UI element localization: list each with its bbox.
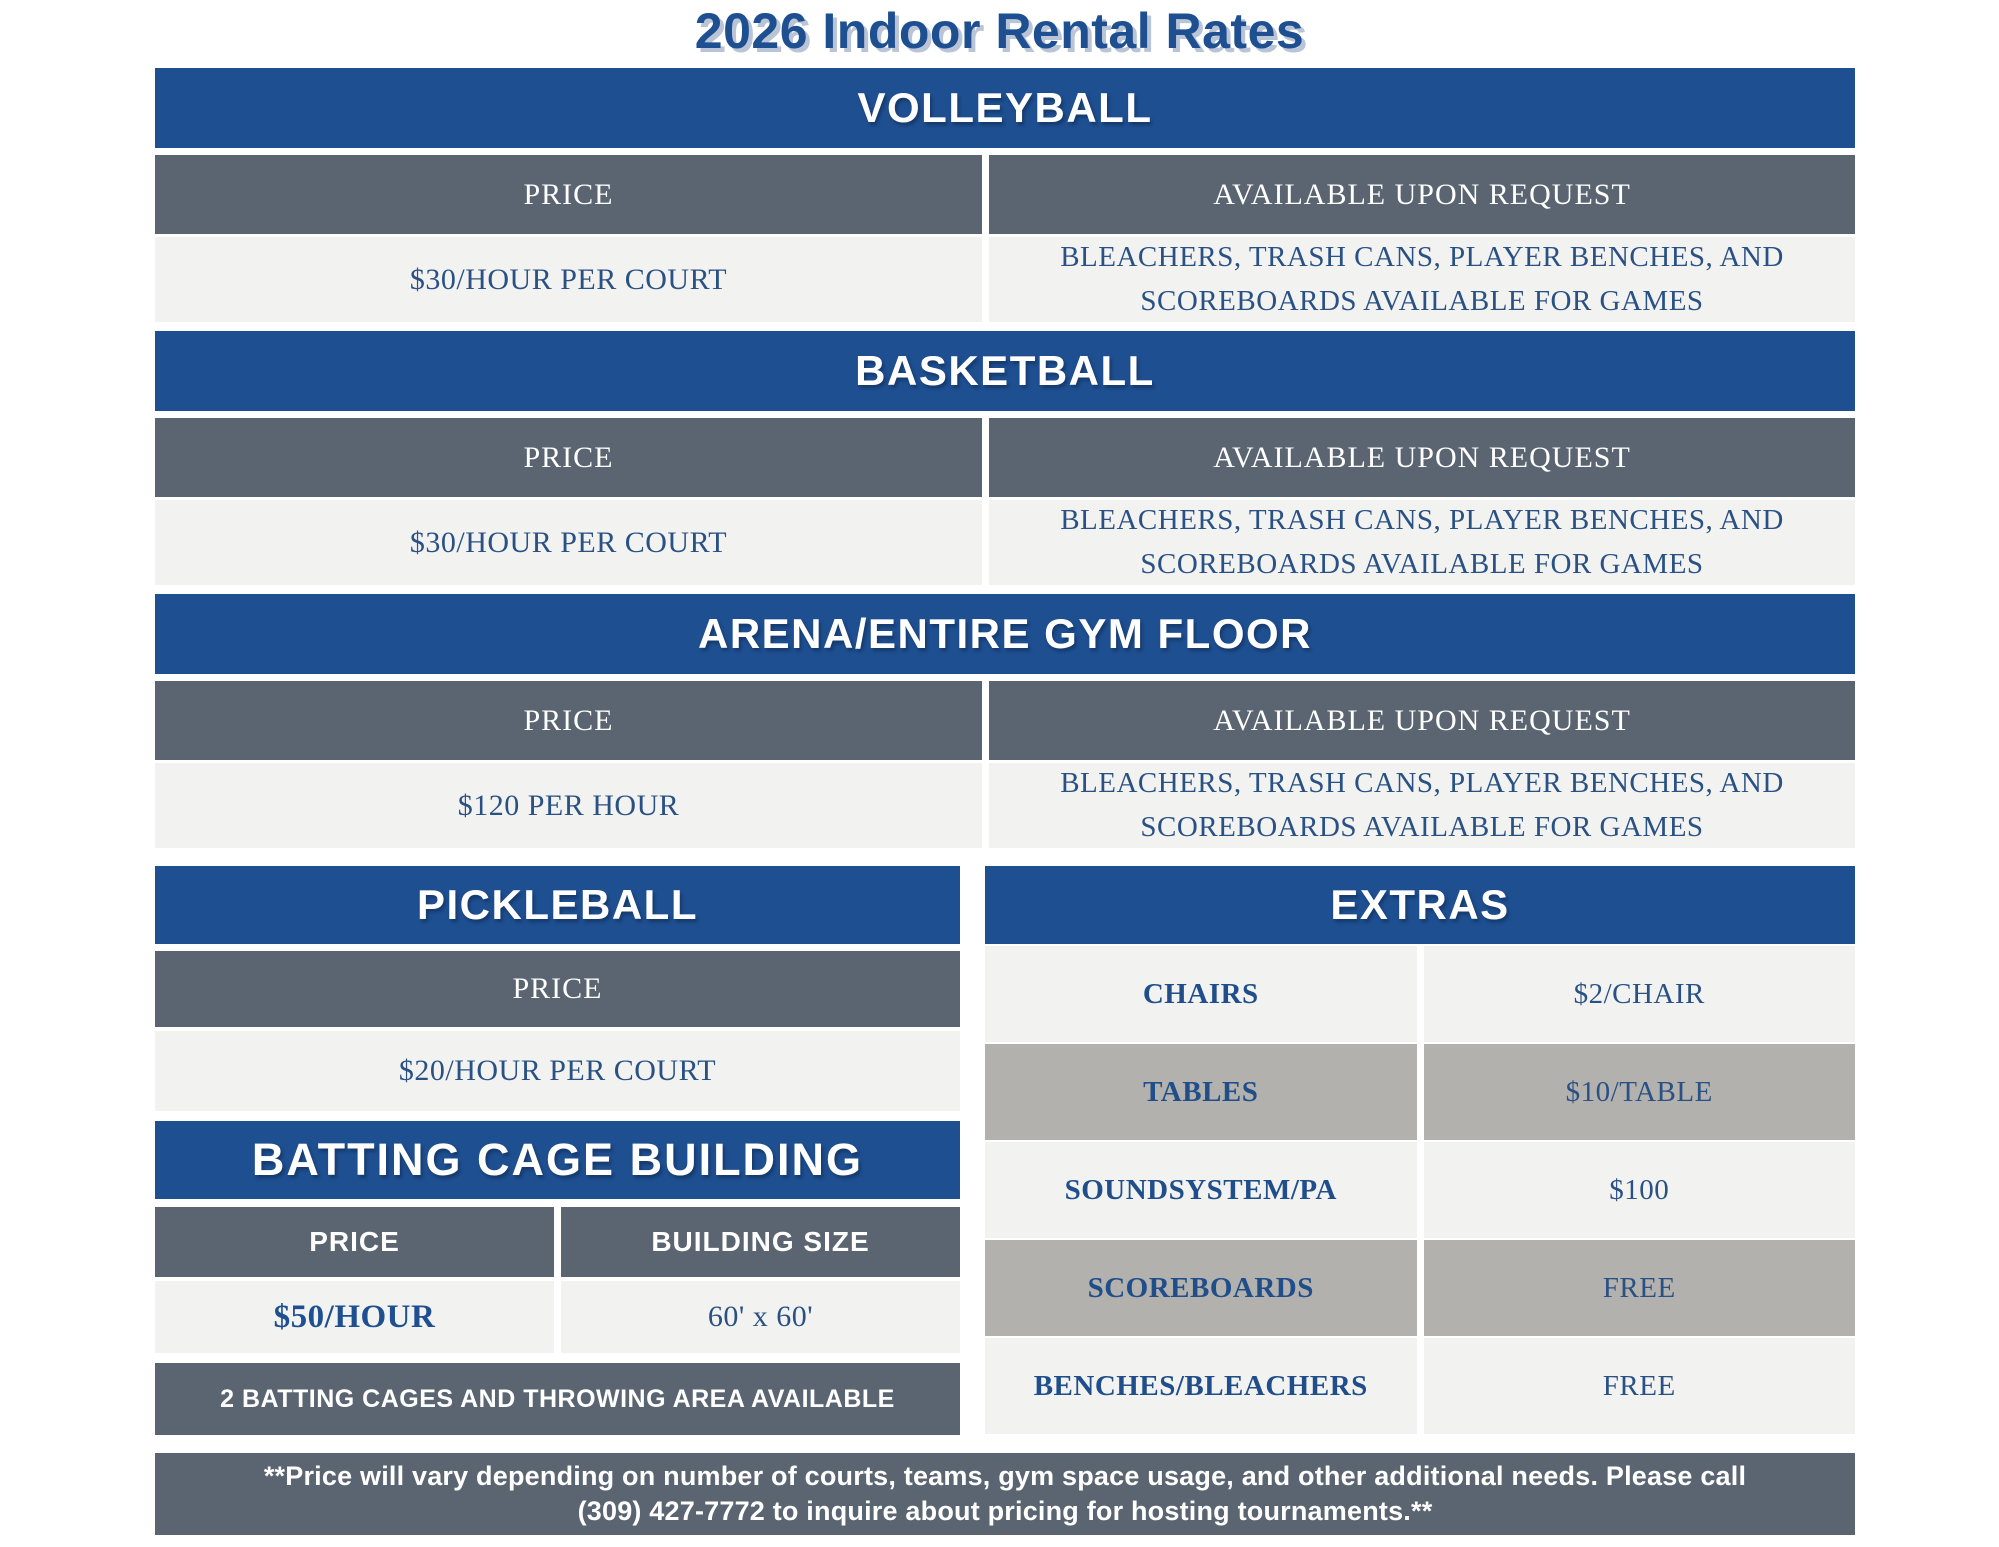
basketball-title: BASKETBALL (855, 347, 1155, 394)
extras-value: $100 (1609, 1173, 1670, 1206)
price-value-cell: $50/HOUR (155, 1281, 554, 1353)
price-header-cell: PRICE (155, 155, 982, 234)
arena-value-row: $120 PER HOUR BLEACHERS, TRASH CANS, PLA… (155, 763, 1855, 848)
footer-note-line2: (309) 427-7772 to inquire about pricing … (577, 1496, 1433, 1526)
request-value: BLEACHERS, TRASH CANS, PLAYER BENCHES, A… (1060, 241, 1784, 317)
extras-value: $10/TABLE (1565, 1075, 1713, 1108)
request-header-cell: AVAILABLE UPON REQUEST (989, 681, 1855, 760)
price-value: $120 PER HOUR (457, 788, 680, 822)
extras-value: FREE (1602, 1271, 1676, 1304)
extras-value-cell: $100 (1423, 1142, 1855, 1238)
request-header-cell: AVAILABLE UPON REQUEST (989, 418, 1855, 497)
section-volleyball: VOLLEYBALL PRICE AVAILABLE UPON REQUEST … (155, 68, 1855, 322)
pickleball-title: PICKLEBALL (417, 881, 698, 928)
content-area: VOLLEYBALL PRICE AVAILABLE UPON REQUEST … (155, 68, 1855, 1535)
price-header-label: PRICE (309, 1226, 400, 1257)
price-header-label: PRICE (523, 703, 614, 737)
extras-label: SOUNDSYSTEM/PA (1064, 1173, 1337, 1206)
pickleball-header-band: PICKLEBALL (155, 866, 960, 944)
building-size-value-cell: 60' x 60' (561, 1281, 960, 1353)
volleyball-value-row: $30/HOUR PER COURT BLEACHERS, TRASH CANS… (155, 237, 1855, 322)
arena-header-row: PRICE AVAILABLE UPON REQUEST (155, 681, 1855, 760)
extras-header-band: EXTRAS (985, 866, 1855, 944)
price-header-label: PRICE (512, 972, 603, 1005)
building-size-value: 60' x 60' (707, 1300, 814, 1333)
extras-label-cell: SCOREBOARDS (985, 1240, 1417, 1336)
price-value: $30/HOUR PER COURT (409, 525, 728, 559)
batting-cage-note: 2 BATTING CAGES AND THROWING AREA AVAILA… (220, 1384, 895, 1413)
extras-label: CHAIRS (1142, 977, 1259, 1010)
batting-cage-note-band: 2 BATTING CAGES AND THROWING AREA AVAILA… (155, 1363, 960, 1435)
request-header-label: AVAILABLE UPON REQUEST (1213, 177, 1631, 211)
building-size-header-cell: BUILDING SIZE (561, 1207, 960, 1277)
extras-value: FREE (1602, 1369, 1676, 1402)
page-title: 2026 Indoor Rental Rates (694, 3, 1305, 59)
table-row: BENCHES/BLEACHERS FREE (985, 1338, 1855, 1434)
table-row: CHAIRS $2/CHAIR (985, 946, 1855, 1042)
request-value-cell: BLEACHERS, TRASH CANS, PLAYER BENCHES, A… (989, 237, 1855, 322)
table-row: SOUNDSYSTEM/PA $100 (985, 1142, 1855, 1238)
basketball-header-band: BASKETBALL (155, 331, 1855, 411)
volleyball-title: VOLLEYBALL (857, 84, 1153, 131)
extras-value-cell: $2/CHAIR (1423, 946, 1855, 1042)
extras-label: BENCHES/BLEACHERS (1033, 1369, 1368, 1402)
request-value-cell: BLEACHERS, TRASH CANS, PLAYER BENCHES, A… (989, 763, 1855, 848)
request-header-label: AVAILABLE UPON REQUEST (1213, 440, 1631, 474)
volleyball-header-row: PRICE AVAILABLE UPON REQUEST (155, 155, 1855, 234)
price-value: $20/HOUR PER COURT (398, 1054, 717, 1087)
extras-label-cell: BENCHES/BLEACHERS (985, 1338, 1417, 1434)
request-header-cell: AVAILABLE UPON REQUEST (989, 155, 1855, 234)
extras-label: TABLES (1143, 1075, 1259, 1108)
price-value-cell: $30/HOUR PER COURT (155, 237, 982, 322)
batting-cage-header-row: PRICE BUILDING SIZE (155, 1207, 960, 1277)
pickleball-price-header-cell: PRICE (155, 951, 960, 1027)
price-value-cell: $120 PER HOUR (155, 763, 982, 848)
request-value-cell: BLEACHERS, TRASH CANS, PLAYER BENCHES, A… (989, 500, 1855, 585)
extras-value-cell: FREE (1423, 1240, 1855, 1336)
pickleball-price-value-cell: $20/HOUR PER COURT (155, 1031, 960, 1111)
batting-cage-value-row: $50/HOUR 60' x 60' (155, 1281, 960, 1353)
footer-note-band: **Price will vary depending on number of… (155, 1453, 1855, 1535)
price-header-label: PRICE (523, 440, 614, 474)
price-value-cell: $30/HOUR PER COURT (155, 500, 982, 585)
request-value: BLEACHERS, TRASH CANS, PLAYER BENCHES, A… (1060, 767, 1784, 843)
section-batting-cage: BATTING CAGE BUILDING PRICE BUILDING SIZ… (155, 1121, 960, 1435)
extras-label-cell: SOUNDSYSTEM/PA (985, 1142, 1417, 1238)
table-row: TABLES $10/TABLE (985, 1044, 1855, 1140)
lower-left-column: PICKLEBALL PRICE $20/HOUR PER COURT BATT… (155, 866, 960, 1436)
batting-cage-title: BATTING CAGE BUILDING (251, 1134, 864, 1185)
price-header-cell: PRICE (155, 418, 982, 497)
extras-label: SCOREBOARDS (1087, 1271, 1314, 1304)
price-header-cell: PRICE (155, 681, 982, 760)
arena-title: ARENA/ENTIRE GYM FLOOR (697, 610, 1312, 657)
lower-area: PICKLEBALL PRICE $20/HOUR PER COURT BATT… (155, 866, 1855, 1436)
price-header-cell: PRICE (155, 1207, 554, 1277)
footer-note-line1: **Price will vary depending on number of… (263, 1461, 1747, 1491)
section-basketball: BASKETBALL PRICE AVAILABLE UPON REQUEST … (155, 331, 1855, 585)
price-value: $30/HOUR PER COURT (409, 262, 728, 296)
section-arena: ARENA/ENTIRE GYM FLOOR PRICE AVAILABLE U… (155, 594, 1855, 848)
extras-label-cell: CHAIRS (985, 946, 1417, 1042)
building-size-header-label: BUILDING SIZE (651, 1226, 870, 1257)
price-header-label: PRICE (523, 177, 614, 211)
extras-value-cell: FREE (1423, 1338, 1855, 1434)
extras-value-cell: $10/TABLE (1423, 1044, 1855, 1140)
basketball-header-row: PRICE AVAILABLE UPON REQUEST (155, 418, 1855, 497)
price-value: $50/HOUR (273, 1298, 436, 1335)
extras-value: $2/CHAIR (1573, 977, 1705, 1010)
table-row: SCOREBOARDS FREE (985, 1240, 1855, 1336)
arena-header-band: ARENA/ENTIRE GYM FLOOR (155, 594, 1855, 674)
lower-right-column: EXTRAS CHAIRS $2/CHAIR TABLES $10/TAB (985, 866, 1855, 1436)
request-value: BLEACHERS, TRASH CANS, PLAYER BENCHES, A… (1060, 504, 1784, 580)
request-header-label: AVAILABLE UPON REQUEST (1213, 703, 1631, 737)
volleyball-header-band: VOLLEYBALL (155, 68, 1855, 148)
extras-label-cell: TABLES (985, 1044, 1417, 1140)
section-extras: EXTRAS CHAIRS $2/CHAIR TABLES $10/TAB (985, 866, 1855, 1434)
basketball-value-row: $30/HOUR PER COURT BLEACHERS, TRASH CANS… (155, 500, 1855, 585)
batting-cage-header-band: BATTING CAGE BUILDING (155, 1121, 960, 1199)
section-pickleball: PICKLEBALL PRICE $20/HOUR PER COURT (155, 866, 960, 1111)
extras-title: EXTRAS (1330, 881, 1510, 928)
